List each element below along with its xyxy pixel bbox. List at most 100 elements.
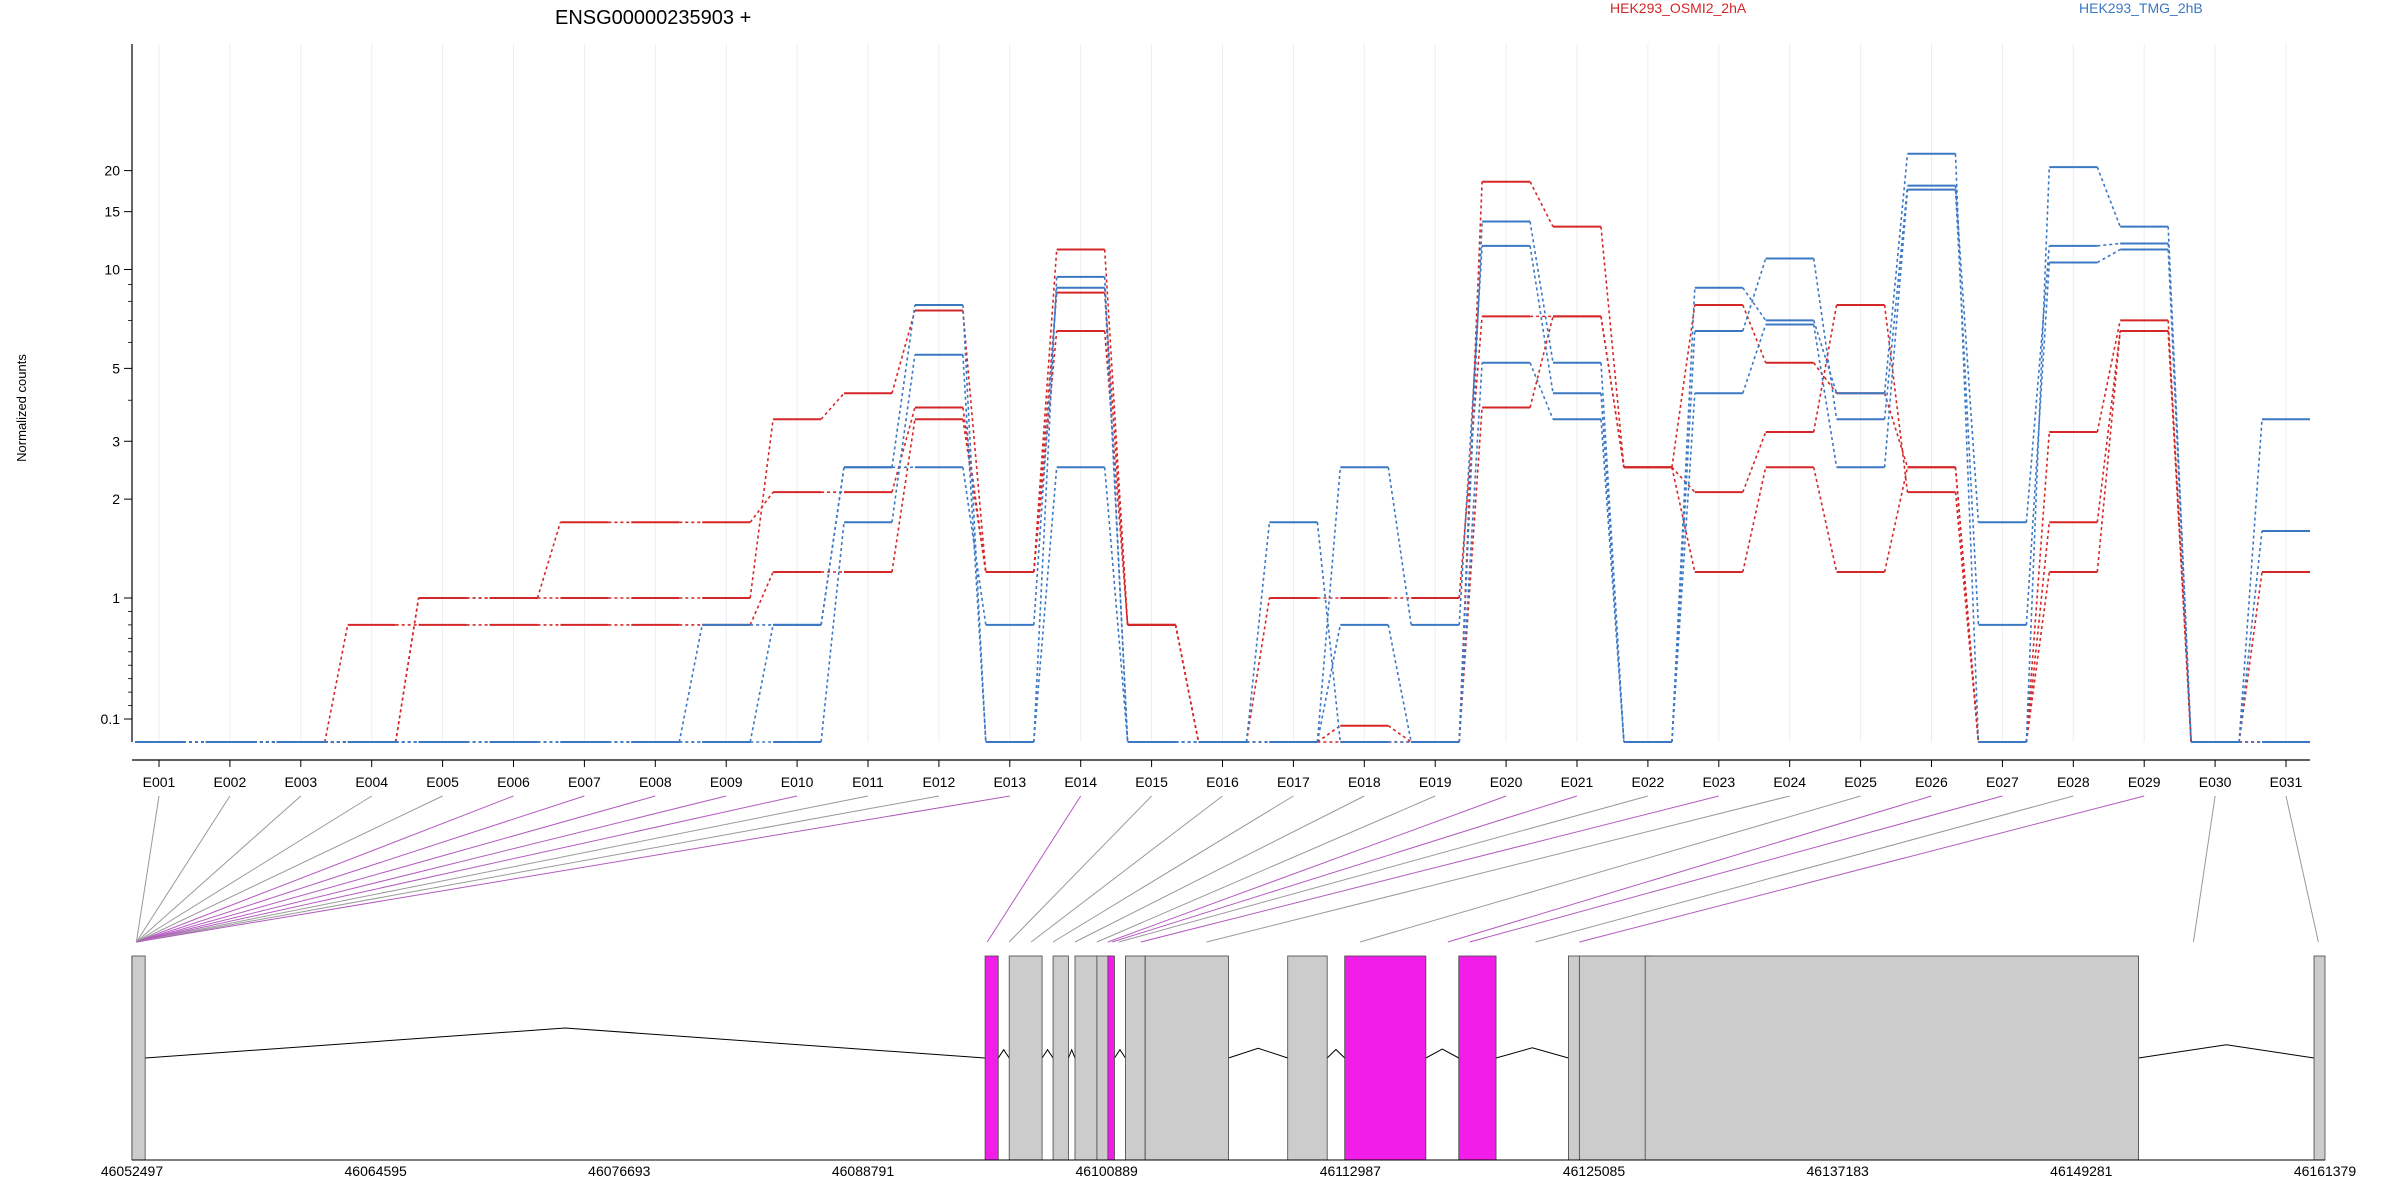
exon-connector	[1206, 795, 1790, 943]
exon-connector	[1008, 795, 1152, 943]
x-tick-label: E004	[355, 774, 388, 790]
x-tick-label: E028	[2057, 774, 2090, 790]
x-tick-label: E005	[426, 774, 459, 790]
series-connector	[1316, 725, 1341, 743]
series-connector	[2096, 248, 2121, 264]
series-connector	[962, 304, 987, 743]
series-6	[135, 152, 2310, 743]
exon-connector	[1052, 795, 1294, 943]
series-connector	[962, 467, 987, 626]
exon-block	[1052, 955, 1069, 1161]
x-tick-label: E024	[1773, 774, 1806, 790]
series-connector	[2238, 571, 2263, 743]
exon-connector	[136, 795, 372, 943]
series-connector	[1742, 258, 1767, 332]
intron-line	[1114, 1048, 1126, 1059]
series-connector	[2238, 530, 2263, 743]
series-connector	[1033, 287, 1058, 625]
series-connector	[749, 571, 774, 626]
exon-connector	[1359, 795, 1861, 943]
series-connector	[2025, 571, 2051, 743]
series-connector	[2096, 320, 2121, 433]
series-connector	[1387, 725, 1412, 743]
series-connector	[891, 407, 916, 493]
series-connector	[1103, 467, 1129, 743]
x-tick-label: E023	[1702, 774, 1735, 790]
series-connector	[2167, 320, 2192, 743]
series-connector	[891, 419, 916, 573]
intron-line	[1067, 1048, 1076, 1059]
exon-connector	[136, 795, 443, 943]
series-connector	[2097, 242, 2121, 247]
exon-connector	[1074, 795, 1365, 943]
x-tick-label: E020	[1490, 774, 1523, 790]
series-connector	[1600, 226, 1625, 468]
genomic-coordinate-axis: 46052497 46064595 46076693 46088791 46100889…	[101, 1159, 2356, 1179]
x-tick-label: E016	[1206, 774, 1239, 790]
series-connector	[1812, 324, 1838, 468]
series-connector	[1671, 287, 1696, 743]
y-tick-label: 0.1	[101, 711, 121, 727]
exon-block	[1144, 955, 1229, 1161]
series-connector	[1742, 304, 1767, 364]
x-tick-label: E014	[1064, 774, 1097, 790]
series-connector	[2025, 262, 2051, 625]
series-connector	[1600, 316, 1625, 468]
y-tick-label: 15	[104, 204, 120, 220]
series-connector	[2096, 330, 2121, 523]
intron-line	[1495, 1047, 1569, 1059]
exon-connector	[136, 795, 514, 943]
plot-gridlines	[158, 44, 2287, 742]
series-connector	[2096, 166, 2121, 227]
series-connector	[1883, 467, 1909, 573]
series-connector	[1742, 287, 1767, 321]
y-tick-label: 1	[112, 590, 120, 606]
genome-tick-label: 46052497	[101, 1163, 164, 1179]
exon-block	[1287, 955, 1328, 1161]
y-axis-label: Normalized counts	[14, 354, 29, 462]
y-axis: 0.1 1 2 3 5 10 15 20	[101, 44, 133, 742]
exon-block	[1125, 955, 1146, 1161]
series-connector	[962, 407, 987, 573]
series-connector	[1103, 249, 1129, 625]
series-connector	[2025, 245, 2051, 523]
exon-connector	[135, 795, 160, 943]
exon-connector	[136, 795, 939, 943]
series-connector	[2096, 330, 2121, 573]
exon-connector	[136, 795, 869, 943]
series-connector	[1812, 320, 1838, 394]
series-connector	[1954, 467, 1980, 743]
series-connector	[1316, 467, 1342, 743]
x-tick-label: E017	[1277, 774, 1310, 790]
exon-highlighted	[1344, 955, 1427, 1161]
series-connector	[536, 522, 562, 599]
x-tick-label: E015	[1135, 774, 1168, 790]
series-connector	[820, 467, 845, 626]
x-tick-label: E018	[1348, 774, 1381, 790]
genome-tick-label: 46149281	[2050, 1163, 2113, 1179]
genome-tick-label: 46088791	[832, 1163, 895, 1179]
genome-tick-label: 46064595	[345, 1163, 408, 1179]
exon-highlighted	[1458, 955, 1497, 1161]
series-connector	[1883, 153, 1909, 394]
y-tick-label: 10	[104, 262, 120, 278]
series-connector	[1529, 362, 1554, 420]
series-connector	[891, 354, 916, 523]
series-connector	[1316, 522, 1342, 743]
series-connector	[1883, 185, 1909, 420]
series-connector	[1458, 221, 1483, 743]
exon-block	[1008, 955, 1043, 1161]
series-connector	[1033, 292, 1058, 573]
series-connector	[1316, 624, 1342, 743]
exon-highlighted	[1107, 955, 1115, 1161]
genome-tick-label: 46125085	[1563, 1163, 1626, 1179]
series-connector	[1671, 393, 1696, 743]
series-connector	[1813, 362, 1838, 394]
intron-line	[145, 1027, 986, 1059]
exon-connector	[1118, 795, 1649, 943]
series-connector	[1103, 330, 1129, 625]
genome-tick-label: 46076693	[588, 1163, 651, 1179]
series-connector	[1174, 624, 1200, 743]
chart-title: ENSG00000235903 +	[555, 7, 751, 29]
